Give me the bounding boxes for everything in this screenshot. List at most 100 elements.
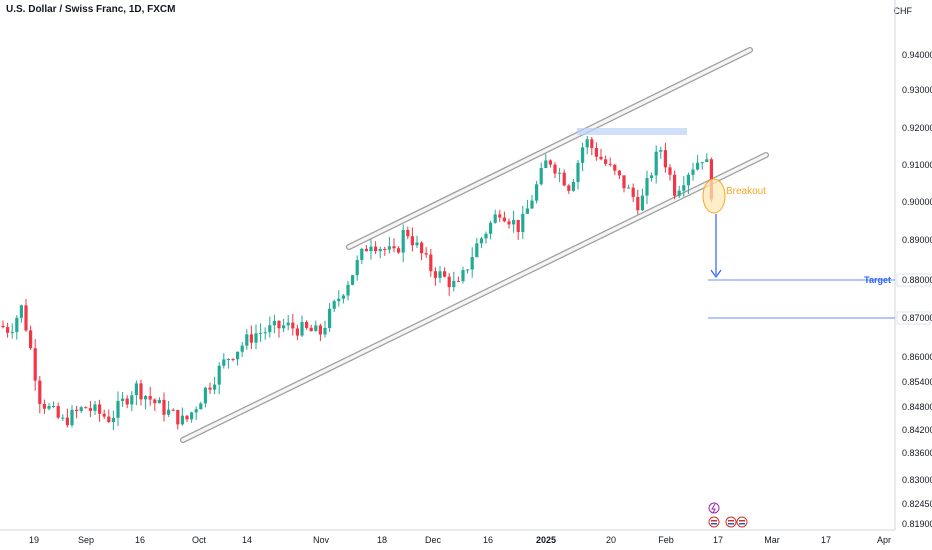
candle-body	[585, 139, 589, 148]
candle-body	[562, 172, 566, 186]
candle-body	[231, 358, 235, 360]
x-tick-label: 18	[377, 535, 387, 545]
candle-body	[507, 221, 511, 225]
candle-body	[79, 407, 83, 412]
y-tick-label: 0.93000	[902, 85, 932, 95]
y-tick-label: 0.91000	[902, 160, 932, 170]
candle-body	[346, 284, 350, 296]
us-flag-icon-stripe	[711, 523, 717, 525]
candle-body	[29, 330, 33, 349]
candle-body	[337, 298, 341, 302]
y-tick-label: 0.81900	[902, 519, 932, 529]
candle-body	[194, 409, 198, 413]
candle-body	[360, 248, 364, 261]
us-flag-icon-stripe	[739, 523, 745, 525]
candle-body	[171, 409, 175, 411]
candle-body	[254, 333, 258, 343]
candle-body	[328, 308, 332, 329]
candle-body	[300, 321, 304, 336]
candle-body	[190, 412, 194, 420]
candle-body	[654, 151, 658, 176]
candle-body	[668, 167, 672, 175]
candle-body	[558, 172, 562, 174]
candle-body	[180, 415, 184, 425]
candle-body	[213, 384, 217, 390]
candle-body	[130, 395, 134, 405]
x-tick-label: 19	[29, 535, 39, 545]
target-label: Target	[864, 275, 891, 285]
x-tick-label: 2025	[536, 535, 556, 545]
candle-body	[249, 334, 253, 343]
candle-body	[134, 383, 138, 396]
candle-body	[645, 178, 649, 196]
candle-body	[401, 229, 405, 253]
candle-body	[673, 174, 677, 196]
y-tick-label: 0.84800	[902, 402, 932, 412]
lower-channel-line-inner	[181, 153, 768, 442]
y-tick-label: 0.87000	[902, 313, 932, 323]
candle-body	[387, 246, 391, 250]
candle-body	[56, 406, 60, 418]
candle-body	[240, 345, 244, 352]
candle-body	[318, 325, 322, 335]
us-flag-icon	[708, 516, 720, 528]
candle-body	[576, 162, 580, 183]
candle-body	[461, 270, 465, 282]
candle-body	[236, 351, 240, 360]
candle-body	[438, 271, 442, 278]
candle-body	[640, 195, 644, 211]
candle-body	[608, 163, 612, 165]
x-tick-label: Sep	[78, 535, 94, 545]
candle-body	[19, 305, 23, 318]
x-tick-label: Nov	[313, 535, 330, 545]
y-tick-label: 0.89000	[902, 235, 932, 245]
candle-body	[525, 208, 529, 214]
x-tick-label: Mar	[764, 535, 780, 545]
event-icons	[708, 502, 748, 528]
candle-body	[392, 246, 396, 249]
candle-body	[65, 417, 69, 426]
candle-body	[282, 325, 286, 329]
candle-body	[222, 359, 226, 366]
us-flag-icon-stripe	[711, 520, 717, 522]
y-tick-label: 0.82450	[902, 499, 932, 509]
candle-body	[682, 185, 686, 191]
y-tick-label: 0.85400	[902, 377, 932, 387]
candle-body	[75, 409, 79, 412]
candle-body	[553, 164, 557, 174]
candle-body	[162, 399, 166, 415]
y-tick-label: 0.83000	[902, 475, 932, 485]
annotations: Breakout Target	[702, 178, 891, 285]
candle-body	[125, 398, 129, 405]
candle-body	[369, 246, 373, 252]
x-tick-label: 17	[821, 535, 831, 545]
candle-body	[406, 229, 410, 237]
y-tick-label: 0.92000	[902, 123, 932, 133]
candle-body	[659, 150, 663, 152]
candle-body	[567, 185, 571, 191]
candle-body	[286, 322, 290, 326]
x-tick-label: Apr	[877, 535, 891, 545]
candle-body	[107, 416, 111, 422]
candle-body	[111, 417, 115, 422]
candle-body	[493, 214, 497, 223]
candle-body	[663, 150, 667, 168]
candle-body	[521, 213, 525, 232]
candle-body	[355, 260, 359, 276]
candle-body	[429, 254, 433, 272]
candle-body	[410, 236, 414, 246]
candle-body	[627, 187, 631, 189]
lightning-icon	[708, 502, 720, 514]
candle-body	[144, 395, 148, 400]
candle-body	[691, 169, 695, 175]
currency-label: CHF	[893, 6, 913, 16]
candle-body	[10, 331, 14, 333]
candle-body	[484, 233, 488, 239]
candle-body	[33, 348, 37, 381]
candle-body	[466, 269, 470, 271]
x-tick-label: 20	[606, 535, 616, 545]
candle-body	[594, 148, 598, 157]
candle-body	[502, 217, 506, 222]
